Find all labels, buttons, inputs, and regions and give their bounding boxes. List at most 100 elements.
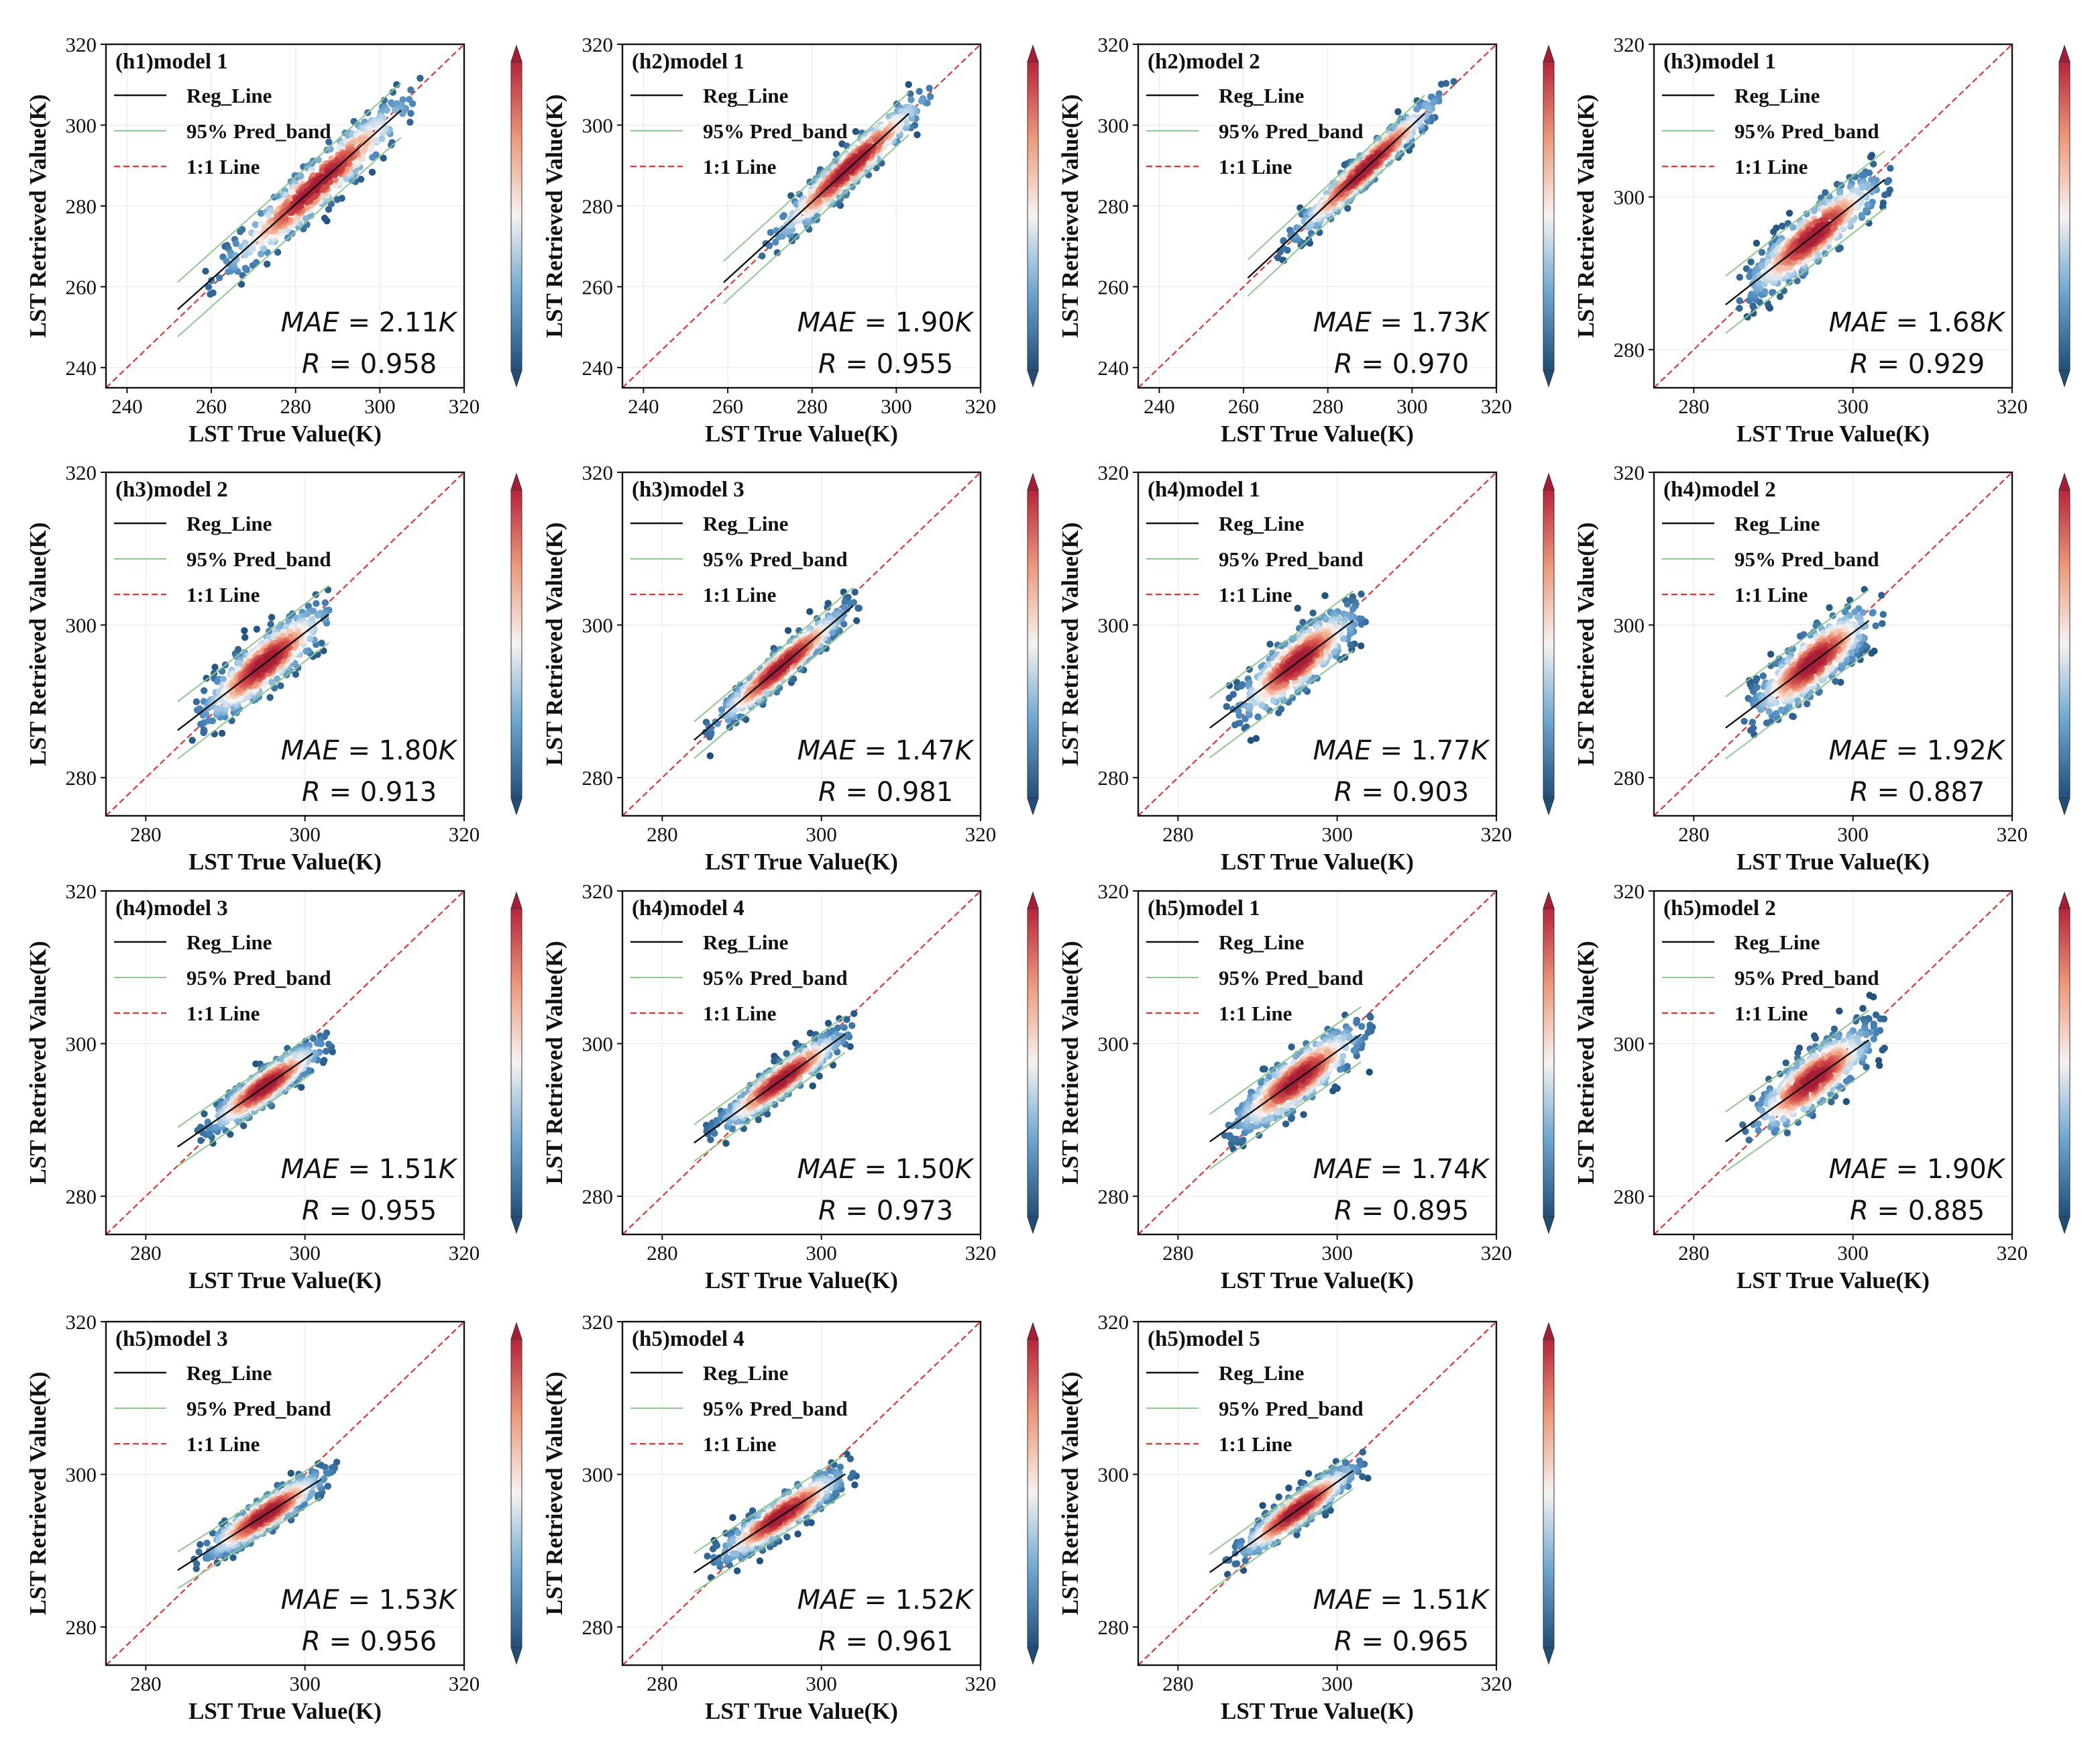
scatter-point (203, 674, 210, 682)
x-tick-label: 260 (1228, 394, 1260, 418)
scatter-point (240, 1122, 247, 1130)
pred-band-lower (694, 623, 854, 759)
scatter-point (318, 639, 325, 647)
scatter-point (1347, 641, 1354, 649)
scatter-point (366, 125, 373, 132)
mae-unit: K (955, 307, 975, 338)
scatter-point (1258, 701, 1266, 709)
scatter-point (391, 106, 399, 114)
scatter-point (268, 614, 276, 621)
scatter-point (407, 86, 415, 94)
scatter-point (873, 164, 880, 172)
scatter-point (417, 74, 424, 82)
scatter-point (1413, 105, 1421, 113)
scatter-point (792, 233, 800, 240)
scatter-point (307, 635, 314, 643)
y-tick-label: 260 (1098, 275, 1129, 299)
y-tick-label: 280 (1098, 766, 1129, 790)
scatter-points (702, 588, 863, 759)
mae-text: MAE = 1.47K (797, 735, 975, 766)
scatter-point (1425, 105, 1433, 112)
regression-line (177, 613, 329, 731)
scatter-point (274, 248, 282, 256)
r-value: = 0.903 (1353, 777, 1469, 808)
scatter-point (1358, 590, 1365, 598)
scatter-point (1254, 713, 1262, 721)
scatter-point (357, 176, 365, 183)
mae-unit: K (1471, 307, 1490, 338)
legend-label-3: 1:1 Line (1219, 155, 1292, 178)
pred-band-lower (1725, 651, 1869, 759)
plot-frame (105, 43, 465, 389)
mae-unit: K (1987, 735, 2006, 766)
scatter-point (772, 238, 779, 246)
legend-label-3: 1:1 Line (1734, 155, 1808, 178)
legend-label-3: 1:1 Line (186, 155, 260, 178)
colorbar (1543, 472, 1555, 816)
mae-unit: K (439, 307, 458, 338)
scatter-point (331, 176, 339, 184)
legend-label-2: 95% Pred_band (186, 547, 331, 571)
mae-value: = 1.92 (1887, 735, 1987, 766)
plot-frame (621, 43, 982, 389)
y-axis-label: LST Retrieved Value(K) (541, 95, 567, 338)
scatter-point (201, 1110, 208, 1118)
pred-band-upper (177, 83, 402, 283)
scatter-point (791, 649, 799, 657)
scatter-point (325, 1041, 333, 1048)
regression-line (1209, 620, 1354, 729)
legend-label-1: Reg_Line (1219, 512, 1304, 535)
colorbar-top-arrow (1543, 472, 1555, 490)
regression-line (722, 113, 910, 283)
scatter-points (194, 1029, 336, 1147)
r-text: R = 0.887 (1850, 777, 1985, 808)
scatter-points (202, 74, 424, 298)
scatter-point (323, 1047, 330, 1055)
scatter-point (1749, 302, 1757, 310)
scatter-point (1769, 695, 1776, 702)
x-tick-label: 280 (1162, 823, 1194, 846)
scatter-point (1299, 619, 1307, 626)
scatter-point (1450, 78, 1457, 85)
scatter-point (1736, 305, 1743, 312)
mae-text: MAE = 1.73K (1313, 307, 1490, 338)
scatter-point (360, 147, 367, 154)
scatter-point (1294, 604, 1301, 612)
regression-line (1725, 620, 1870, 729)
pred-band-upper (177, 585, 329, 702)
scatter-point (914, 131, 921, 138)
scatter-point (399, 110, 406, 117)
scatter-point (1761, 288, 1769, 295)
scatter-point (291, 649, 299, 656)
plot-area (1654, 44, 2012, 388)
scatter-point (389, 89, 396, 96)
scatter-point (242, 244, 250, 251)
legend-label-2: 95% Pred_band (1734, 547, 1879, 571)
y-tick-label: 280 (582, 766, 614, 790)
r-symbol: R (302, 349, 321, 380)
scatter-point (266, 694, 274, 701)
x-axis-label: LST True Value(K) (1736, 849, 1930, 875)
x-axis-label: LST True Value(K) (188, 421, 382, 447)
scatter-point (277, 682, 284, 690)
scatter-point (1807, 631, 1814, 639)
scatter-point (1307, 229, 1315, 237)
scatter-point (1288, 694, 1296, 702)
scatter-point (321, 215, 329, 222)
scatter-point (264, 211, 272, 219)
x-tick-label: 280 (1678, 394, 1710, 418)
scatter-point (795, 191, 804, 198)
x-tick-label: 320 (1481, 394, 1512, 418)
colorbar-top-arrow (510, 44, 522, 62)
scatter-point (1358, 642, 1365, 649)
scatter-point (1857, 656, 1864, 664)
scatter-point (1865, 184, 1872, 191)
colorbar-body (1543, 61, 1555, 371)
mae-text: MAE = 1.80K (281, 735, 458, 766)
pred-band-lower (177, 642, 329, 760)
